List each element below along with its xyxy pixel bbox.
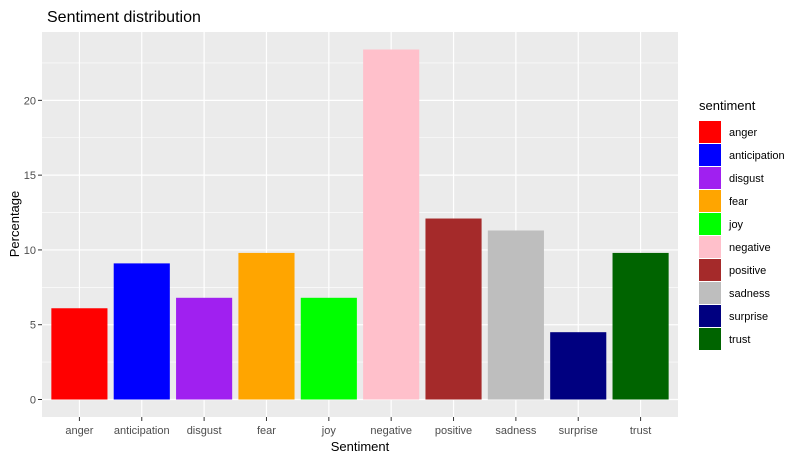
bar-joy bbox=[300, 297, 357, 400]
x-tick-label: fear bbox=[257, 425, 276, 437]
legend-key-sadness bbox=[699, 282, 721, 304]
bar-anger bbox=[51, 308, 108, 400]
legend-label-surprise: surprise bbox=[729, 311, 768, 323]
y-axis-ticks: 0 5 10 15 20 bbox=[24, 95, 42, 407]
x-tick-label: sadness bbox=[495, 425, 536, 437]
legend: sentiment anger anticipation disgust fear jo… bbox=[699, 98, 785, 350]
legend-label-anger: anger bbox=[729, 127, 757, 139]
bar-disgust bbox=[176, 297, 233, 400]
bar-surprise bbox=[550, 332, 607, 400]
y-tick-label: 0 bbox=[30, 395, 36, 407]
x-tick-label: positive bbox=[435, 425, 472, 437]
bar-fear bbox=[238, 252, 295, 400]
bar-negative bbox=[363, 49, 420, 400]
x-tick-label: anticipation bbox=[114, 425, 170, 437]
bars bbox=[51, 49, 669, 400]
chart-title: Sentiment distribution bbox=[47, 9, 201, 26]
bar-sadness bbox=[487, 230, 544, 400]
legend-label-joy: joy bbox=[728, 219, 744, 231]
legend-key-positive bbox=[699, 259, 721, 281]
y-tick-label: 10 bbox=[24, 245, 36, 257]
legend-key-disgust bbox=[699, 167, 721, 189]
x-axis-ticks: anger anticipation disgust fear joy negative p… bbox=[65, 417, 651, 437]
legend-items: anger anticipation disgust fear joy negative p… bbox=[699, 121, 785, 350]
legend-label-sadness: sadness bbox=[729, 288, 770, 300]
y-axis-title: Percentage bbox=[7, 191, 22, 258]
x-axis-title: Sentiment bbox=[331, 439, 390, 454]
legend-title: sentiment bbox=[699, 98, 756, 113]
x-tick-label: trust bbox=[630, 425, 651, 437]
legend-key-trust bbox=[699, 328, 721, 350]
x-tick-label: joy bbox=[321, 425, 337, 437]
legend-label-trust: trust bbox=[729, 334, 750, 346]
legend-key-surprise bbox=[699, 305, 721, 327]
legend-label-fear: fear bbox=[729, 196, 748, 208]
x-tick-label: disgust bbox=[187, 425, 222, 437]
y-tick-label: 15 bbox=[24, 170, 36, 182]
bar-anticipation bbox=[113, 263, 170, 400]
x-tick-label: anger bbox=[65, 425, 93, 437]
bar-positive bbox=[425, 218, 482, 400]
y-tick-label: 5 bbox=[30, 320, 36, 332]
legend-key-joy bbox=[699, 213, 721, 235]
legend-key-anticipation bbox=[699, 144, 721, 166]
legend-label-disgust: disgust bbox=[729, 173, 764, 185]
legend-label-anticipation: anticipation bbox=[729, 150, 785, 162]
legend-key-fear bbox=[699, 190, 721, 212]
bar-trust bbox=[612, 252, 669, 400]
legend-key-anger bbox=[699, 121, 721, 143]
y-tick-label: 20 bbox=[24, 95, 36, 107]
x-tick-label: surprise bbox=[559, 425, 598, 437]
legend-label-positive: positive bbox=[729, 265, 766, 277]
legend-label-negative: negative bbox=[729, 242, 771, 254]
x-tick-label: negative bbox=[370, 425, 412, 437]
legend-key-negative bbox=[699, 236, 721, 258]
